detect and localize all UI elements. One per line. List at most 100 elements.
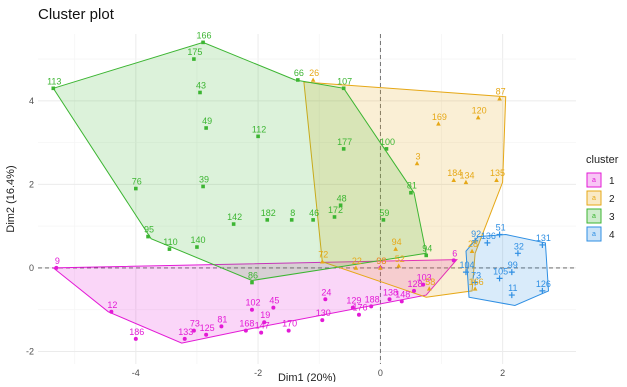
data-point: [421, 282, 426, 287]
y-tick-label: 4: [29, 96, 34, 106]
y-axis-label: Dim2 (16.4%): [5, 165, 17, 232]
point-label: 168: [239, 319, 254, 329]
data-point: [54, 265, 59, 270]
data-point: [243, 328, 248, 333]
point-label: 87: [496, 87, 506, 97]
point-label: 172: [328, 205, 343, 215]
point-label: 81: [217, 314, 227, 324]
data-point: [475, 115, 481, 120]
point-label: 58: [425, 277, 435, 287]
point-label: 177: [337, 137, 352, 147]
point-label: 49: [202, 116, 212, 126]
y-tick-label: -2: [26, 346, 34, 356]
point-label: 12: [107, 300, 117, 310]
data-point: [201, 184, 205, 189]
data-point: [356, 312, 361, 317]
data-point: [451, 177, 457, 183]
legend: cluster a 1 a 2 a 3 a 4: [586, 154, 619, 242]
point-label: 95: [144, 225, 154, 235]
point-label: 98: [376, 256, 386, 266]
data-point: [399, 299, 404, 304]
point-label: 182: [261, 208, 276, 218]
data-point: [462, 269, 469, 276]
point-label: 134: [459, 170, 474, 180]
point-label: 103: [417, 273, 432, 283]
data-point: [472, 286, 478, 291]
data-point: [134, 186, 138, 191]
point-label: 105: [493, 266, 508, 276]
point-label: 176: [352, 303, 367, 313]
point-label: 120: [472, 106, 487, 116]
point-label: 72: [318, 250, 328, 260]
data-point: [231, 222, 236, 226]
data-point: [451, 258, 456, 263]
point-label: 28: [468, 239, 478, 249]
data-point: [182, 336, 187, 341]
point-label: 148: [395, 289, 410, 299]
data-point: [296, 78, 300, 82]
cluster-hull-3: [52, 41, 427, 282]
data-point: [289, 218, 294, 222]
legend-title: cluster: [586, 154, 619, 166]
point-label: 107: [337, 76, 352, 86]
data-point: [463, 179, 469, 185]
data-point: [320, 318, 325, 323]
data-point: [167, 247, 172, 251]
point-label: 8: [290, 208, 295, 218]
data-point: [378, 265, 383, 270]
point-label: 51: [496, 223, 506, 233]
data-point: [472, 237, 479, 244]
data-point: [414, 160, 420, 166]
point-label: 73: [471, 271, 481, 281]
point-label: 166: [197, 30, 212, 40]
point-label: 59: [379, 208, 389, 218]
data-point: [484, 239, 491, 246]
y-tick-label: 2: [29, 179, 34, 189]
x-tick-label: 2: [500, 368, 505, 378]
point-label: 126: [536, 279, 551, 289]
hull-layer: [51, 41, 550, 344]
data-point: [472, 279, 479, 286]
data-point: [396, 263, 402, 268]
data-point: [411, 288, 416, 293]
point-label: 19: [260, 310, 270, 320]
point-label: 45: [269, 296, 279, 306]
legend-key-glyph: a: [592, 213, 596, 220]
data-point: [195, 245, 199, 249]
data-point: [514, 250, 521, 257]
data-point: [271, 305, 276, 310]
point-label: 112: [252, 124, 266, 134]
data-point: [146, 234, 150, 239]
point-label: 140: [190, 235, 205, 245]
data-point: [387, 297, 392, 302]
data-point: [436, 121, 441, 126]
legend-key-glyph: a: [592, 195, 596, 202]
point-label: 92: [471, 229, 481, 239]
data-point: [319, 259, 325, 264]
data-point: [219, 324, 224, 329]
point-label: 133: [178, 327, 193, 337]
point-label: 24: [321, 287, 331, 297]
point-label: 142: [227, 212, 242, 222]
data-point: [539, 241, 546, 248]
point-label: 76: [132, 177, 142, 187]
point-label: 147: [255, 321, 270, 331]
point-label: 166: [469, 277, 484, 287]
cluster-hull-4: [465, 233, 550, 307]
data-point: [508, 269, 515, 276]
legend-key-glyph: a: [592, 231, 596, 238]
data-point: [51, 86, 56, 91]
data-point: [393, 246, 398, 251]
point-label: 81: [407, 181, 417, 191]
point-label: 52: [395, 254, 405, 264]
data-point: [384, 147, 389, 151]
point-label: 9: [55, 256, 60, 266]
data-point: [494, 177, 499, 183]
legend-label: 4: [609, 230, 615, 241]
data-point: [424, 253, 429, 258]
point-label: 73: [190, 319, 200, 329]
data-point: [265, 218, 270, 222]
point-label: 22: [352, 256, 362, 266]
data-point: [249, 307, 254, 312]
